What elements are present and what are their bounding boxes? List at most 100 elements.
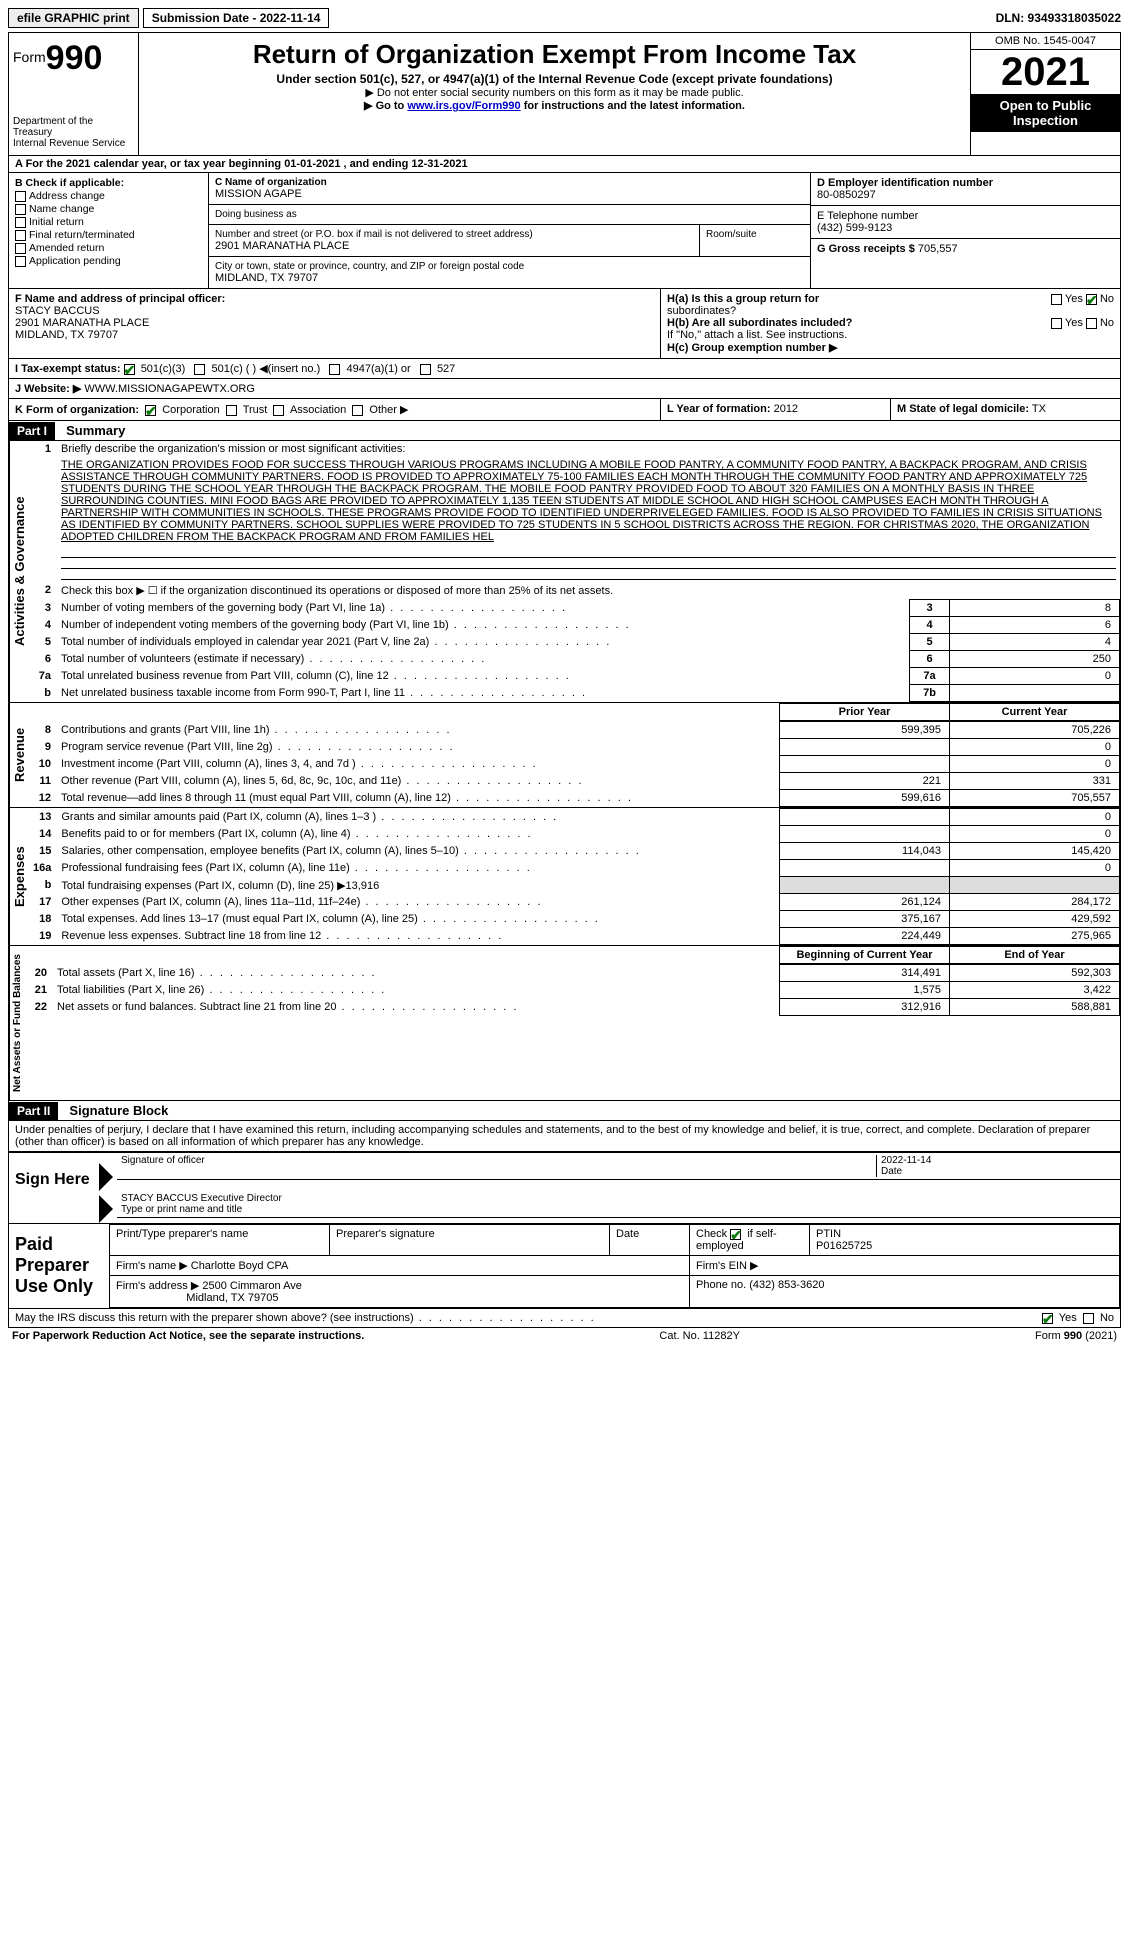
prior-value (780, 809, 950, 826)
line-text: Other expenses (Part IX, column (A), lin… (57, 894, 779, 911)
sign-here-label: Sign Here (9, 1153, 99, 1223)
website: WWW.MISSIONAGAPEWTX.ORG (84, 383, 255, 395)
f-label: F Name and address of principal officer: (15, 293, 654, 305)
prior-value: 375,167 (780, 911, 950, 928)
line-num: 21 (25, 982, 53, 999)
current-value: 275,965 (950, 928, 1120, 945)
dba-box: Doing business as (209, 205, 810, 225)
g-box: G Gross receipts $ 705,557 (811, 239, 1120, 259)
cb-name-change[interactable]: Name change (15, 203, 202, 215)
cb-address-change[interactable]: Address change (15, 190, 202, 202)
ein: 80-0850297 (817, 189, 1114, 201)
sig-date: 2022-11-14 (881, 1155, 1116, 1166)
info-grid: B Check if applicable: Address change Na… (9, 173, 1120, 289)
part-i-title: Summary (58, 421, 133, 440)
d-label: D Employer identification number (817, 177, 1114, 189)
l-label: L Year of formation: (667, 403, 771, 415)
cb-initial-return[interactable]: Initial return (15, 216, 202, 228)
current-value: 705,226 (950, 722, 1120, 739)
line-value: 8 (950, 600, 1120, 617)
m-label: M State of legal domicile: (897, 403, 1029, 415)
prior-value (780, 826, 950, 843)
ssn-note: ▶ Do not enter social security numbers o… (147, 86, 962, 99)
prior-value: 599,616 (780, 790, 950, 807)
prep-date-hdr: Date (610, 1225, 690, 1256)
header-left: Form990 Department of the Treasury Inter… (9, 33, 139, 155)
net-section: Net Assets or Fund Balances Beginning of… (9, 946, 1120, 1101)
i-501c[interactable] (194, 364, 205, 375)
hb-no[interactable] (1086, 318, 1097, 329)
discuss-no[interactable] (1083, 1313, 1094, 1324)
cb-amended-return[interactable]: Amended return (15, 242, 202, 254)
line-text: Total number of individuals employed in … (57, 634, 910, 651)
addr-box: Number and street (or P.O. box if mail i… (209, 225, 810, 257)
k-other[interactable] (352, 405, 363, 416)
hc-label: H(c) Group exemption number ▶ (667, 341, 1114, 354)
prior-value (780, 877, 950, 894)
line-text: Program service revenue (Part VIII, line… (57, 739, 780, 756)
k-assoc[interactable] (273, 405, 284, 416)
i-4947[interactable] (329, 364, 340, 375)
telephone: (432) 599-9123 (817, 222, 1114, 234)
discuss-yes[interactable] (1042, 1313, 1053, 1324)
line-num: 18 (29, 911, 57, 928)
prep-name-hdr: Print/Type preparer's name (110, 1225, 330, 1256)
c-label: C Name of organization (215, 177, 804, 188)
city-box: City or town, state or province, country… (209, 257, 810, 288)
k-corp[interactable] (145, 405, 156, 416)
form-container: Form990 Department of the Treasury Inter… (8, 32, 1121, 1328)
date-label: Date (881, 1166, 1116, 1177)
line1-label: Briefly describe the organization's miss… (57, 441, 1120, 457)
line-text: Number of voting members of the governin… (57, 600, 910, 617)
officer-addr1: 2901 MARANATHA PLACE (15, 317, 654, 329)
cb-final-return[interactable]: Final return/terminated (15, 229, 202, 241)
line-text: Total expenses. Add lines 13–17 (must eq… (57, 911, 779, 928)
cb-application-pending[interactable]: Application pending (15, 255, 202, 267)
current-value: 3,422 (950, 982, 1120, 999)
ha-no[interactable] (1086, 294, 1097, 305)
line-box: 5 (910, 634, 950, 651)
k-trust[interactable] (226, 405, 237, 416)
e-box: E Telephone number (432) 599-9123 (811, 206, 1120, 239)
line-box: 6 (910, 651, 950, 668)
goto-post: for instructions and the latest informat… (521, 100, 745, 112)
type-name-label: Type or print name and title (121, 1204, 1116, 1215)
line-num: 17 (29, 894, 57, 911)
i-501c3[interactable] (124, 364, 135, 375)
prior-value (780, 739, 950, 756)
form990-link[interactable]: www.irs.gov/Form990 (407, 100, 520, 112)
header-middle: Return of Organization Exempt From Incom… (139, 33, 970, 155)
line-num: 15 (29, 843, 57, 860)
line-text: Salaries, other compensation, employee b… (57, 843, 779, 860)
efile-print-button[interactable]: efile GRAPHIC print (8, 8, 139, 28)
i-527[interactable] (420, 364, 431, 375)
g-label: G Gross receipts $ (817, 243, 915, 255)
officer-name: STACY BACCUS (15, 305, 654, 317)
line-num: 7a (29, 668, 57, 685)
tab-governance: Activities & Governance (9, 441, 29, 702)
current-value: 0 (950, 739, 1120, 756)
ha-yes[interactable] (1051, 294, 1062, 305)
line-num: 6 (29, 651, 57, 668)
begin-year-hdr: Beginning of Current Year (780, 947, 950, 964)
line-num: 13 (29, 809, 57, 826)
current-value: 705,557 (950, 790, 1120, 807)
col-dg: D Employer identification number 80-0850… (810, 173, 1120, 288)
firm-ein-label: Firm's EIN ▶ (690, 1256, 1120, 1276)
officer-addr2: MIDLAND, TX 79707 (15, 329, 654, 341)
line-text: Total assets (Part X, line 16) (53, 965, 780, 982)
firm-phone: (432) 853-3620 (749, 1279, 824, 1291)
sig-officer-label: Signature of officer (121, 1155, 876, 1177)
part-i-label: Part I (9, 422, 55, 440)
cb-self-employed[interactable] (730, 1229, 741, 1240)
line-text: Net assets or fund balances. Subtract li… (53, 999, 780, 1016)
line-num: 12 (29, 790, 57, 807)
arrow-icon (99, 1195, 113, 1223)
submission-date: Submission Date - 2022-11-14 (143, 8, 330, 28)
line-text: Net unrelated business taxable income fr… (57, 685, 910, 702)
form-label: Form (13, 49, 46, 65)
goto-pre: ▶ Go to (364, 100, 407, 112)
current-value: 0 (950, 809, 1120, 826)
firm-addr-label: Firm's address ▶ (116, 1280, 199, 1292)
hb-yes[interactable] (1051, 318, 1062, 329)
